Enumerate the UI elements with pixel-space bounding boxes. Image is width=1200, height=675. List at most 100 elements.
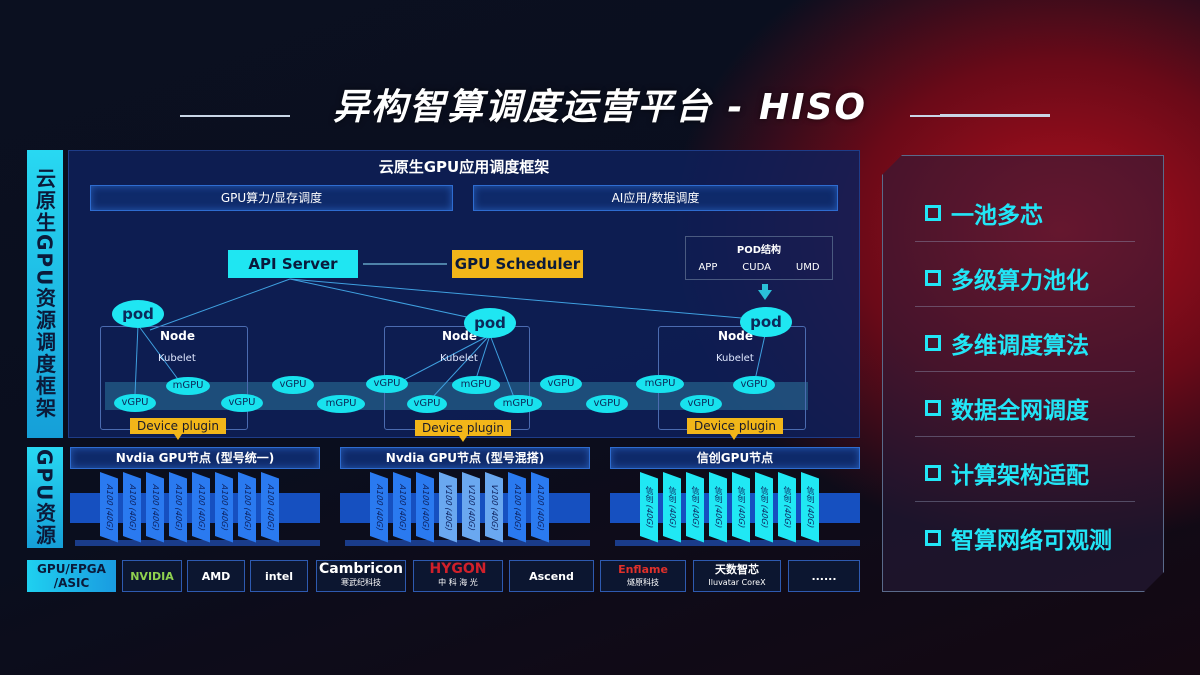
gpu-compute-bar: GPU算力/显存调度 xyxy=(90,185,453,211)
vendor-name: intel xyxy=(264,569,294,583)
feature-label: 多维调度算法 xyxy=(951,333,1089,359)
gpu-node-title: Nvdia GPU节点 (型号统一) xyxy=(70,447,320,469)
gpu-card: A100 (40G) xyxy=(100,472,118,543)
vendor-logo: HYGON 中 科 海 光 xyxy=(413,560,503,592)
vendor-name: HYGON xyxy=(429,561,487,577)
gpu-card: 信创 (40G) xyxy=(755,472,773,543)
vendor-logo: NVIDIA xyxy=(122,560,182,592)
feature-label: 一池多芯 xyxy=(951,203,1043,229)
gpu-card: 信创 (40G) xyxy=(640,472,658,543)
api-server-box: API Server xyxy=(228,250,358,278)
gpu-oval: mGPU xyxy=(452,376,500,394)
device-plugin-3: Device plugin xyxy=(687,418,783,434)
gpu-card: A100 (40G) xyxy=(238,472,256,543)
gpu-card: A100 (40G) xyxy=(123,472,141,543)
vendor-name: AMD xyxy=(201,569,231,583)
gpu-node-title: 信创GPU节点 xyxy=(610,447,860,469)
gpu-card: A100 (40G) xyxy=(508,472,526,543)
gpu-card: 信创 (40G) xyxy=(709,472,727,543)
gpu-card: A100 (40G) xyxy=(393,472,411,543)
gpu-oval: mGPU xyxy=(166,377,210,395)
gpu-resources-label: GPU资源 xyxy=(27,447,63,548)
kubelet-2: Kubelet xyxy=(440,353,478,364)
pod-structure-box: POD结构 APP CUDA UMD xyxy=(685,236,833,280)
up-arrow-icon xyxy=(758,284,772,300)
vendor-logo: Ascend xyxy=(509,560,594,592)
vendor-logo: AMD xyxy=(187,560,245,592)
checkbox-square-icon xyxy=(925,465,941,481)
divider xyxy=(915,241,1135,242)
page-title: 异构智算调度运营平台 - HISO xyxy=(332,87,868,128)
checkbox-square-icon xyxy=(925,270,941,286)
gpu-oval: vGPU xyxy=(221,394,263,412)
vendor-name: Enflame xyxy=(618,563,668,576)
gpu-card: 信创 (40G) xyxy=(778,472,796,543)
gpu-oval: vGPU xyxy=(680,395,722,413)
gpu-oval: vGPU xyxy=(540,375,582,393)
vendor-name: Cambricon xyxy=(319,561,403,577)
feature-label: 计算架构适配 xyxy=(951,463,1089,489)
checkbox-square-icon xyxy=(925,400,941,416)
link xyxy=(289,278,491,323)
gpu-card: A100 (40G) xyxy=(261,472,279,543)
feature-item: 多维调度算法 xyxy=(925,326,1089,360)
gpu-node-base xyxy=(345,540,590,546)
framework-header: 云原生GPU应用调度框架 xyxy=(378,158,550,176)
vendor-name: NVIDIA xyxy=(130,569,174,583)
title-decoration-left xyxy=(180,115,290,117)
feature-item: 一池多芯 xyxy=(925,196,1043,230)
gpu-oval: vGPU xyxy=(733,376,775,394)
vendor-name: Ascend xyxy=(529,569,574,583)
divider xyxy=(915,436,1135,437)
kubelet-3: Kubelet xyxy=(716,353,754,364)
divider xyxy=(915,501,1135,502)
pod-3: pod xyxy=(740,307,792,337)
vendor-logo: Enflame 燧原科技 xyxy=(600,560,686,592)
device-plugin-1: Device plugin xyxy=(130,418,226,434)
node-3-label: Node xyxy=(718,329,754,343)
vendor-logo: ...... xyxy=(788,560,860,592)
vendor-logo: Cambricon 寒武纪科技 xyxy=(316,560,406,592)
feature-label: 数据全网调度 xyxy=(951,398,1089,424)
checkbox-square-icon xyxy=(925,530,941,546)
gpu-card: V100 (40G) xyxy=(485,472,503,543)
gpu-node-base xyxy=(75,540,320,546)
node-2-label: Node xyxy=(442,329,478,343)
gpu-card: A100 (40G) xyxy=(192,472,210,543)
gpu-card: A100 (40G) xyxy=(416,472,434,543)
gpu-card: A100 (40G) xyxy=(215,472,233,543)
gpu-node-base xyxy=(615,540,860,546)
gpu-card: 信创 (40G) xyxy=(663,472,681,543)
divider xyxy=(915,371,1135,372)
vendor-sub: 燧原科技 xyxy=(627,578,659,587)
checkbox-square-icon xyxy=(925,205,941,221)
gpu-oval: mGPU xyxy=(494,395,542,413)
vendor-sub: Iluvatar CoreX xyxy=(708,578,766,587)
vendor-name: 天数智芯 xyxy=(715,563,759,576)
vendor-sub: 中 科 海 光 xyxy=(438,578,478,587)
gpu-oval: vGPU xyxy=(114,394,156,412)
gpu-card: 信创 (40G) xyxy=(732,472,750,543)
gpu-card: A100 (40G) xyxy=(370,472,388,543)
feature-item: 数据全网调度 xyxy=(925,391,1089,425)
framework-side-label: 云原生GPU资源调度框架 xyxy=(27,150,63,438)
link xyxy=(149,278,291,331)
vendor-logo: intel xyxy=(250,560,308,592)
gpu-card: A100 (40G) xyxy=(169,472,187,543)
gpu-oval: mGPU xyxy=(317,395,365,413)
gpu-card: V100 (40G) xyxy=(462,472,480,543)
feature-label: 智算网络可观测 xyxy=(951,528,1112,554)
pod-1: pod xyxy=(112,300,164,328)
vendor-sub: 寒武纪科技 xyxy=(341,578,381,587)
pod-item-app: APP xyxy=(698,262,718,273)
link xyxy=(289,278,766,321)
vendor-logo: 天数智芯 Iluvatar CoreX xyxy=(693,560,781,592)
gpu-card: 信创 (40G) xyxy=(801,472,819,543)
kubelet-1: Kubelet xyxy=(158,353,196,364)
feature-label: 多级算力池化 xyxy=(951,268,1089,294)
node-1-label: Node xyxy=(160,329,196,343)
gpu-oval: vGPU xyxy=(407,395,447,413)
feature-item: 智算网络可观测 xyxy=(925,521,1112,555)
feature-item: 多级算力池化 xyxy=(925,261,1089,295)
pod-item-umd: UMD xyxy=(795,262,820,273)
